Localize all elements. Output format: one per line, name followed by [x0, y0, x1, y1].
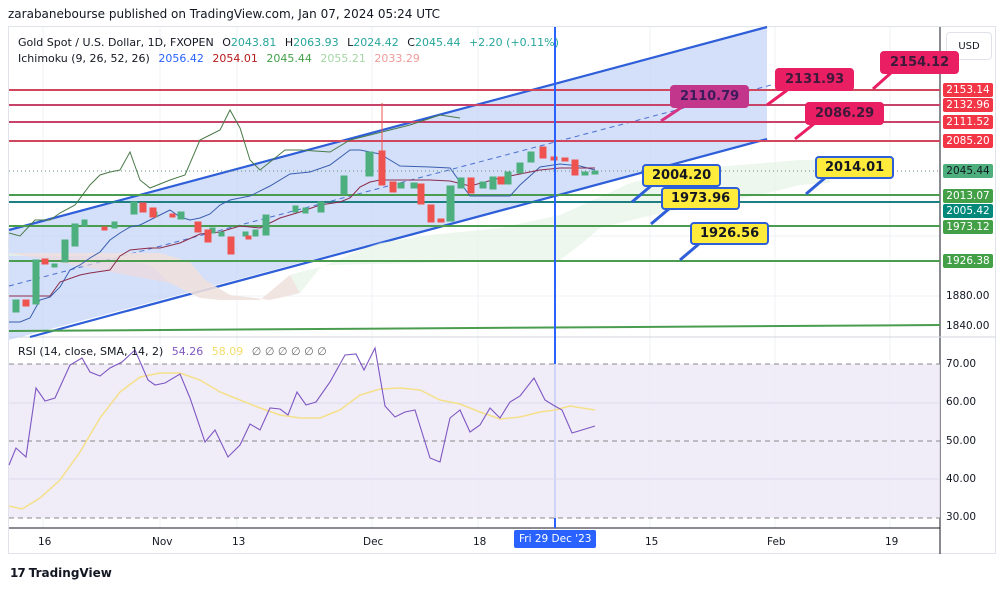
ichimoku-lead-a-value: 2055.21 [320, 52, 366, 65]
price-tag: 2153.14 [943, 83, 993, 97]
rsi-value: 54.26 [171, 345, 204, 358]
price-tag: 2111.52 [943, 115, 993, 129]
callout-1926[interactable]: 1926.56 [690, 222, 770, 245]
ohlc-high: H2063.93 [284, 36, 339, 49]
ichimoku-conversion-value: 2056.42 [158, 52, 204, 65]
rsi-tick: 30.00 [946, 511, 977, 523]
rsi-empty-values: ∅ ∅ ∅ ∅ ∅ ∅ [251, 345, 327, 358]
rsi-levels [9, 363, 940, 519]
candles[interactable] [12, 103, 599, 313]
channel-upper-line[interactable] [8, 25, 768, 232]
ohlc-open: O2043.81 [222, 36, 277, 49]
price-tick: 1840.00 [946, 320, 990, 332]
price-tag: 2005.42 [943, 204, 993, 218]
rsi-label: RSI (14, close, SMA, 14, 2) [18, 345, 164, 358]
callout-2110[interactable]: 2110.79 [670, 85, 750, 108]
callout-1973[interactable]: 1973.96 [661, 187, 741, 210]
callout-2154[interactable]: 2154.12 [880, 51, 960, 74]
time-label: Nov [152, 536, 173, 548]
price-tag: 1973.12 [943, 220, 993, 234]
rsi-tick: 70.00 [946, 358, 977, 370]
ohlc-close: C2045.44 [407, 36, 461, 49]
rsi-tick: 40.00 [946, 473, 977, 485]
tradingview-logo[interactable]: 17 TradingView [10, 566, 112, 580]
chart-frame [8, 26, 996, 554]
ichimoku-conversion-line [9, 149, 596, 323]
rsi-grid [9, 402, 940, 480]
ichimoku-legend[interactable]: Ichimoku (9, 26, 52, 26) 2056.42 2054.01… [18, 52, 425, 65]
time-label: 15 [645, 536, 659, 548]
ohlc-change: +2.20 (+0.11%) [468, 36, 559, 49]
ichimoku-base-value: 2054.01 [212, 52, 258, 65]
time-label: Dec [363, 536, 384, 548]
time-label: 18 [473, 536, 487, 548]
price-tag: 2085.20 [943, 134, 993, 148]
callout-2014[interactable]: 2014.01 [815, 156, 895, 179]
rsi-line [8, 346, 596, 466]
callout-2131[interactable]: 2131.93 [775, 68, 855, 91]
publisher-line: zarabanebourse published on TradingView.… [8, 7, 441, 21]
price-tag: 2132.96 [943, 98, 993, 112]
rsi-tick: 60.00 [946, 396, 977, 408]
rsi-sma-line [8, 372, 596, 510]
rsi-sma-value: 58.09 [211, 345, 244, 358]
callout-2086[interactable]: 2086.29 [805, 102, 885, 125]
time-label: Feb [767, 536, 786, 548]
ichimoku-lagging-value: 2045.44 [266, 52, 312, 65]
ohlc-low: L2024.42 [347, 36, 399, 49]
time-label: 16 [38, 536, 52, 548]
rsi-legend[interactable]: RSI (14, close, SMA, 14, 2) 54.26 58.09 … [18, 345, 332, 358]
price-tag: 1926.38 [943, 254, 993, 268]
ichimoku-lagging-span [8, 108, 461, 237]
symbol-name: Gold Spot / U.S. Dollar, 1D, FXOPEN [18, 36, 214, 49]
rsi-tick: 50.00 [946, 435, 977, 447]
time-label: 13 [232, 536, 246, 548]
symbol-legend[interactable]: Gold Spot / U.S. Dollar, 1D, FXOPEN O204… [18, 36, 564, 49]
tv-logo-icon: 17 [10, 566, 26, 580]
price-tick: 1880.00 [946, 290, 990, 302]
price-tag: 2013.07 [943, 189, 993, 203]
crosshair-time-label: Fri 29 Dec '23 [514, 530, 597, 548]
ichimoku-cloud-bear [9, 253, 300, 300]
ichimoku-label: Ichimoku (9, 26, 52, 26) [18, 52, 150, 65]
callout-2004[interactable]: 2004.20 [642, 164, 722, 187]
ichimoku-lead-b-value: 2033.29 [374, 52, 420, 65]
ichimoku-base-line [9, 167, 595, 297]
logo-text: TradingView [28, 566, 112, 580]
time-label: 19 [885, 536, 899, 548]
last-price-tag: 2045.44 [943, 164, 993, 178]
